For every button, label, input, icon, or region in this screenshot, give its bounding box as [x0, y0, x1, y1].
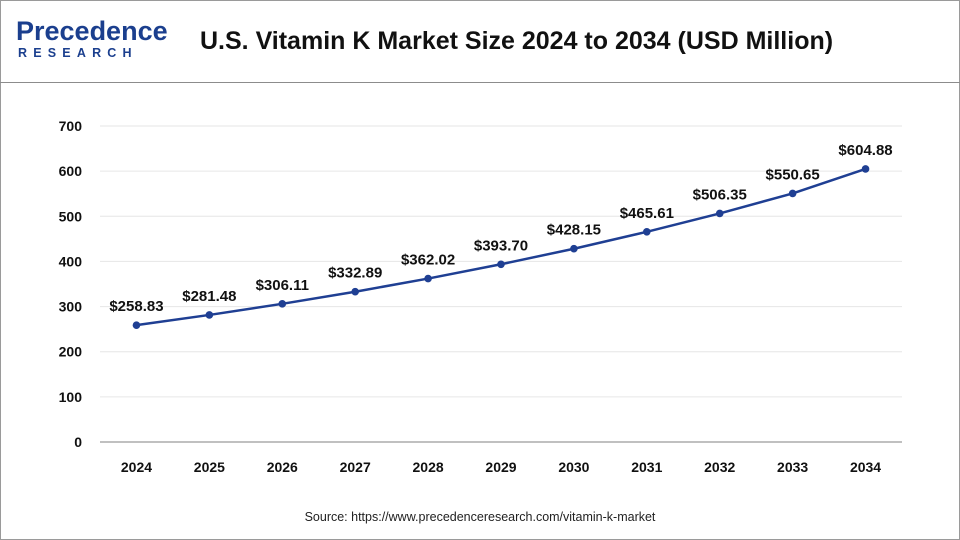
- logo-wordmark: Precedence: [16, 16, 168, 46]
- precedence-research-logo: Precedence RESEARCH: [16, 16, 168, 64]
- y-tick-label: 700: [59, 118, 83, 134]
- data-point: [570, 244, 578, 253]
- x-tick-label: 2026: [267, 459, 298, 475]
- x-tick-label: 2027: [340, 459, 371, 475]
- data-point: [643, 228, 651, 236]
- x-tick-label: 2025: [194, 459, 225, 475]
- data-label: $465.61: [620, 205, 674, 222]
- data-point: [278, 300, 287, 308]
- data-label: $393.70: [474, 237, 528, 254]
- data-label: $306.11: [256, 277, 309, 294]
- x-tick-label: 2028: [413, 459, 444, 475]
- y-tick-label: 300: [59, 299, 83, 315]
- data-label: $332.89: [328, 265, 382, 282]
- data-point: [497, 260, 505, 269]
- data-label: $258.83: [109, 298, 163, 315]
- x-tick-label: 2034: [850, 459, 881, 475]
- x-tick-label: 2024: [121, 459, 152, 475]
- data-point: [351, 287, 359, 296]
- y-tick-label: 0: [74, 434, 82, 450]
- header-divider: [0, 82, 960, 83]
- data-label: $362.02: [401, 252, 455, 269]
- source-note: Source: https://www.precedenceresearch.c…: [304, 510, 656, 524]
- y-tick-label: 100: [59, 389, 83, 405]
- data-point: [861, 165, 870, 173]
- data-label: $506.35: [693, 186, 747, 203]
- data-label: $550.65: [766, 166, 820, 183]
- chart-title: U.S. Vitamin K Market Size 2024 to 2034 …: [200, 27, 834, 55]
- data-label: $281.48: [182, 288, 236, 305]
- data-point: [132, 321, 141, 329]
- axes: 0 100 200 300 400 500 600 700 2024 2025 2026 2027 20…: [59, 118, 902, 475]
- logo-subtitle: RESEARCH: [18, 46, 138, 60]
- x-tick-label: 2029: [485, 459, 516, 475]
- line-chart: 0 100 200 300 400 500 600 700 2024 2025 2026 2027 20…: [59, 118, 902, 475]
- data-point: [205, 311, 214, 319]
- x-tick-label: 2032: [704, 459, 735, 475]
- y-tick-label: 200: [59, 344, 83, 360]
- data-labels: $258.83 $281.48 $306.11 $332.89 $362.02 $393.…: [109, 142, 892, 315]
- data-point: [715, 209, 724, 218]
- y-tick-label: 600: [59, 163, 83, 179]
- data-label: $604.88: [838, 142, 892, 159]
- x-tick-label: 2031: [631, 459, 662, 475]
- x-tick-label: 2030: [558, 459, 589, 475]
- y-tick-label: 500: [59, 208, 83, 224]
- y-tick-label: 400: [59, 253, 83, 269]
- data-points: [132, 165, 870, 329]
- data-label: $428.15: [547, 222, 601, 239]
- data-point: [788, 189, 797, 198]
- x-tick-label: 2033: [777, 459, 808, 475]
- header: Precedence RESEARCH U.S. Vitamin K Marke…: [0, 0, 960, 82]
- data-point: [424, 274, 432, 283]
